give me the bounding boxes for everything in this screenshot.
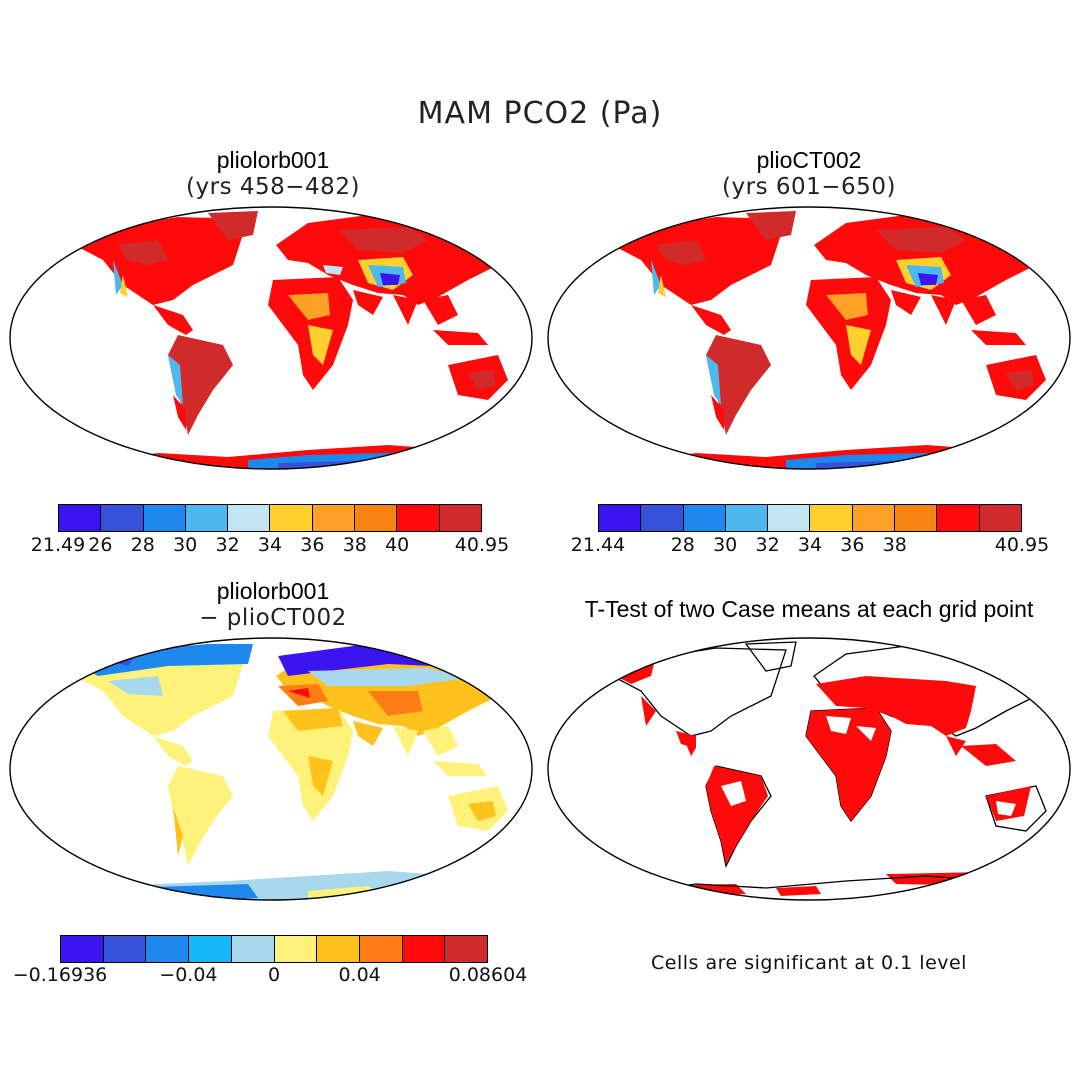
colorbar-swatch <box>103 936 147 962</box>
colorbar-tick-label: 32 <box>215 534 240 556</box>
colorbar-bottom-left <box>60 935 488 963</box>
map-bottom-right <box>547 637 1071 901</box>
colorbar-swatch <box>143 505 186 531</box>
map-bottom-left <box>9 637 533 901</box>
colorbar-swatch <box>317 936 360 962</box>
colorbar-labels-top-left: 21.49 26 28 30 32 34 36 38 40 40.95 <box>31 534 509 558</box>
colorbar-tick-label: 0 <box>267 964 281 986</box>
colorbar-swatch <box>355 505 398 531</box>
colorbar-tick-label: 40 <box>385 534 410 556</box>
colorbar-swatch <box>231 936 275 962</box>
colorbar-tick-label: −0.16936 <box>12 964 108 986</box>
colorbar-swatch <box>895 505 938 531</box>
colorbar-swatch <box>852 505 896 531</box>
significance-note: Cells are significant at 0.1 level <box>651 952 967 974</box>
colorbar-swatch <box>397 505 440 531</box>
colorbar-swatch <box>146 936 190 962</box>
panel-subtitle-top-left: (yrs 458−482) <box>186 174 360 200</box>
colorbar-swatch <box>228 505 271 531</box>
colorbar-tick-label: 28 <box>670 534 695 556</box>
colorbar-top-right <box>598 504 1022 532</box>
colorbar-swatch <box>810 505 853 531</box>
colorbar-swatch <box>270 505 313 531</box>
colorbar-swatch <box>402 936 446 962</box>
colorbar-swatch <box>725 505 769 531</box>
colorbar-labels-top-right: 21.44 28 30 32 34 36 38 40.95 <box>571 534 1049 558</box>
colorbar-tick-label: 32 <box>755 534 780 556</box>
panel-title-top-left: pliolorb001 <box>216 147 330 173</box>
map-top-left <box>9 206 533 470</box>
colorbar-tick-label: 26 <box>88 534 113 556</box>
colorbar-tick-label: 30 <box>173 534 198 556</box>
colorbar-swatch <box>439 505 481 531</box>
colorbar-swatch <box>768 505 811 531</box>
panel-title-bottom-right: T-Test of two Case means at each grid po… <box>584 596 1034 622</box>
colorbar-tick-label: 0.08604 <box>448 964 528 986</box>
colorbar-tick-label: −0.04 <box>159 964 218 986</box>
colorbar-swatch <box>189 936 232 962</box>
colorbar-labels-bottom-left: −0.16936 −0.04 0 0.04 0.08604 <box>13 964 528 988</box>
colorbar-tick-label: 0.04 <box>338 964 381 986</box>
colorbar-tick-label: 30 <box>713 534 738 556</box>
colorbar-tick-label: 38 <box>882 534 907 556</box>
colorbar-swatch <box>101 505 144 531</box>
map-top-right <box>547 206 1071 470</box>
colorbar-tick-label: 21.49 <box>30 534 86 556</box>
colorbar-swatch <box>274 936 318 962</box>
panel-subtitle-bottom-left: − plioCT002 <box>199 605 347 631</box>
colorbar-swatch <box>359 936 403 962</box>
colorbar-tick-label: 28 <box>130 534 155 556</box>
colorbar-tick-label: 36 <box>300 534 325 556</box>
colorbar-swatch <box>185 505 229 531</box>
colorbar-tick-label: 40.95 <box>994 534 1050 556</box>
colorbar-swatch <box>937 505 980 531</box>
colorbar-swatch <box>979 505 1021 531</box>
colorbar-swatch <box>599 505 642 531</box>
colorbar-tick-label: 34 <box>797 534 823 556</box>
colorbar-swatch <box>59 505 102 531</box>
colorbar-tick-label: 38 <box>342 534 367 556</box>
colorbar-tick-label: 36 <box>840 534 865 556</box>
colorbar-tick-label: 40.95 <box>454 534 510 556</box>
colorbar-swatch <box>312 505 356 531</box>
colorbar-tick-label: 34 <box>257 534 283 556</box>
figure-title: MAM PCO2 (Pa) <box>417 96 663 131</box>
panel-title-bottom-left: pliolorb001 <box>216 578 330 604</box>
colorbar-swatch <box>641 505 684 531</box>
colorbar-tick-label: 21.44 <box>570 534 626 556</box>
colorbar-swatch <box>683 505 726 531</box>
colorbar-swatch <box>61 936 104 962</box>
colorbar-top-left <box>58 504 482 532</box>
panel-subtitle-top-right: (yrs 601−650) <box>722 174 896 200</box>
colorbar-swatch <box>445 936 488 962</box>
panel-title-top-right: plioCT002 <box>756 147 862 173</box>
